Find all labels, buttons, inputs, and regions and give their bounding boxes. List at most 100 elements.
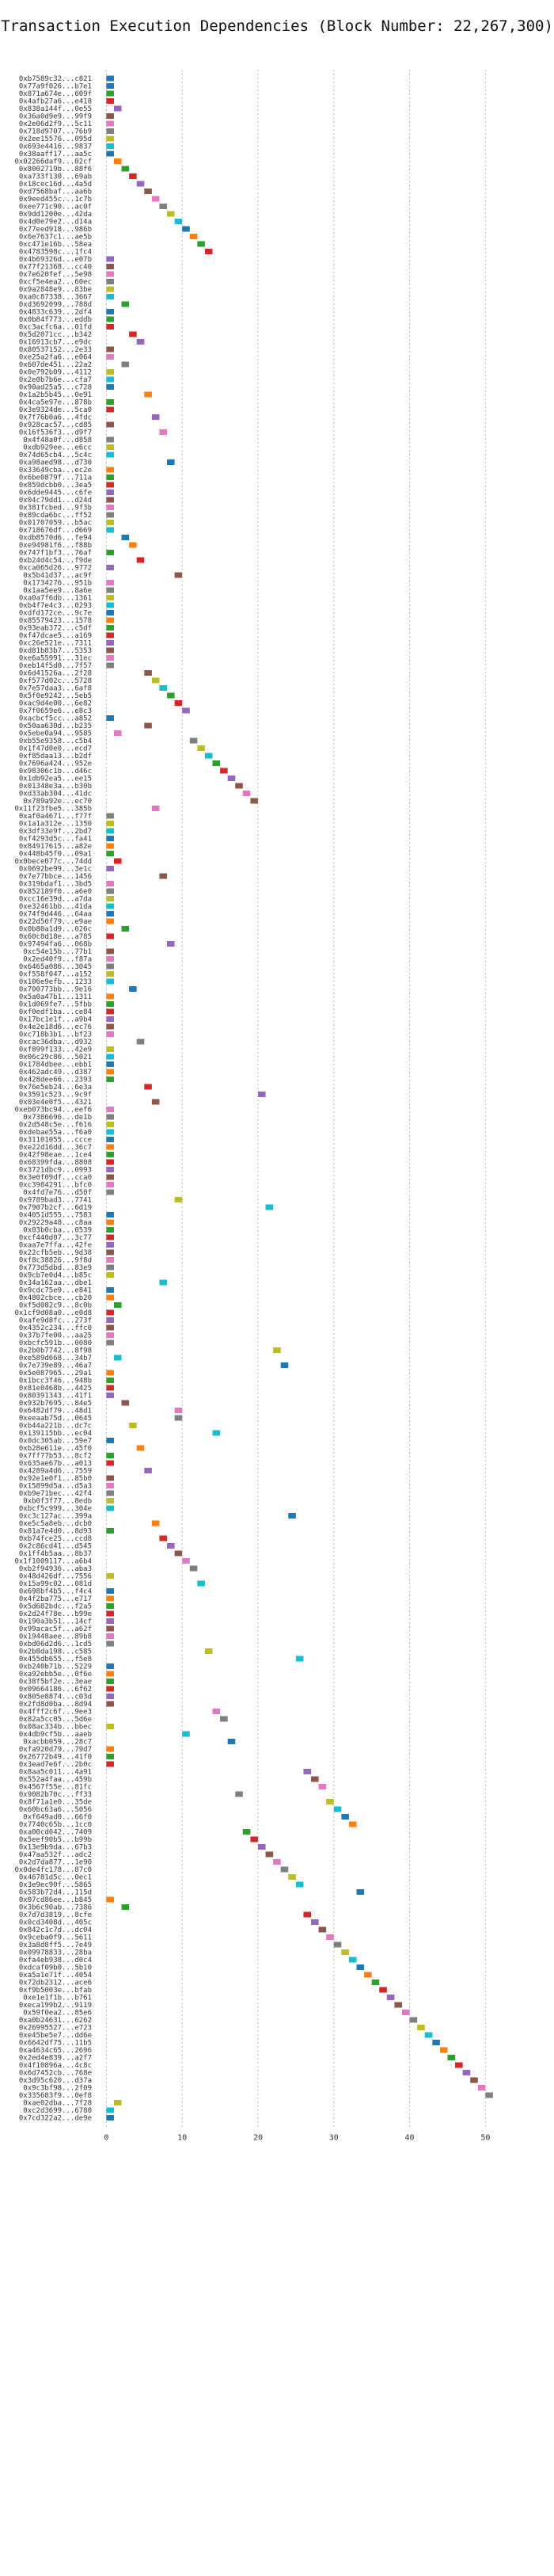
- y-tick-label: 0x5a0a47b1...1311: [19, 993, 92, 1001]
- gantt-bar: [106, 948, 114, 955]
- y-tick-label: 0x42f98eae...1ce4: [19, 1152, 92, 1160]
- y-tick-label: 0x5eef90b5...b99b: [19, 1836, 92, 1844]
- gantt-bar: [106, 421, 114, 428]
- gantt-bar: [106, 1023, 114, 1030]
- gantt-bar: [106, 888, 114, 894]
- gantt-bar: [106, 1219, 114, 1225]
- gantt-bar: [477, 2085, 486, 2090]
- y-tick-label: 0x77eed918...986b: [19, 226, 92, 234]
- y-tick-label: 0xe25a2fa6...e064: [19, 354, 92, 362]
- gantt-bar: [151, 1099, 160, 1105]
- gantt-bar: [106, 1694, 114, 1699]
- gantt-bar: [106, 1679, 114, 1684]
- y-tick-label: 0xa4634c65...2696: [19, 2047, 92, 2055]
- gantt-bar: [462, 2070, 471, 2075]
- gantt-bar: [106, 1122, 114, 1127]
- y-tick-label: 0xc2d3699...6780: [23, 2107, 92, 2115]
- gantt-bar: [106, 1107, 114, 1112]
- gantt-bar: [386, 1995, 395, 2000]
- y-tick-label: 0xee771c90...ac0f: [19, 204, 92, 211]
- y-tick-label: 0x9789bad3...7741: [19, 1197, 92, 1205]
- y-tick-label: 0x97494fa6...068b: [19, 941, 92, 949]
- y-tick-label: 0x7ff77b53...8cf2: [19, 1453, 92, 1461]
- gantt-bar: [106, 662, 114, 669]
- gantt-bar: [212, 1430, 221, 1436]
- y-tick-label: 0x1784dbee...ebb1: [19, 1061, 92, 1069]
- gantt-bar: [106, 1724, 114, 1729]
- gantt-bar: [167, 211, 175, 217]
- gantt-bar: [106, 918, 114, 924]
- y-tick-label: 0x2b0b7742...8f98: [19, 1347, 92, 1355]
- y-tick-label: 0xafe9d8fc...273f: [19, 1317, 92, 1325]
- y-tick-label: 0x47aa532f...adc2: [19, 1851, 92, 1859]
- gantt-bar: [212, 1709, 221, 1714]
- gantt-bar: [129, 331, 137, 337]
- y-tick-label: 0x74f9d446...64aa: [19, 911, 92, 919]
- gantt-bar: [167, 941, 175, 947]
- gantt-bar: [106, 911, 114, 916]
- y-tick-label: 0xc3984291...bfc0: [19, 1182, 92, 1190]
- y-tick-label: 0x48d426df...7556: [19, 1573, 92, 1581]
- y-tick-label: 0x7907b2cf...6d19: [19, 1204, 92, 1212]
- gantt-bar: [106, 294, 114, 299]
- gantt-bar: [106, 1378, 114, 1383]
- gantt-bar: [106, 1309, 114, 1316]
- gantt-bar: [106, 271, 114, 277]
- y-tick-label: 0x448b45f0...09a1: [19, 851, 92, 859]
- gantt-bar: [106, 286, 114, 292]
- gantt-bar: [394, 2002, 402, 2008]
- y-tick-label: 0xe589d668...34b7: [19, 1355, 92, 1362]
- y-tick-label: 0x2b8da198...c585: [19, 1648, 92, 1656]
- y-tick-label: 0xb74fce25...ccd8: [19, 1535, 92, 1543]
- y-tick-label: 0x2ee15576...095d: [19, 135, 92, 143]
- gantt-bar: [280, 1362, 289, 1368]
- y-tick-label: 0x04c79dd1...d24d: [19, 497, 92, 505]
- gantt-bar: [447, 2055, 456, 2060]
- gantt-bar: [129, 173, 137, 179]
- y-tick-label: 0x7cd322a2...de9e: [19, 2115, 92, 2123]
- gantt-bar: [106, 647, 114, 654]
- y-tick-label: 0x3591c523...9c9f: [19, 1092, 92, 1099]
- gantt-bar: [113, 1355, 122, 1361]
- gantt-bar: [136, 1445, 145, 1451]
- y-tick-label: 0xd33ab304...41dc: [19, 791, 92, 798]
- y-tick-label: 0x2d24f78e...b99e: [19, 1610, 92, 1618]
- y-tick-label: 0x16f536f3...d9f7: [19, 429, 92, 437]
- gantt-bar: [106, 881, 114, 886]
- gantt-bar: [189, 1565, 198, 1572]
- gantt-bar: [106, 520, 114, 525]
- y-tick-label: 0x37b7fe00...aa25: [19, 1332, 92, 1340]
- gantt-bar: [106, 1671, 114, 1677]
- gantt-bar: [106, 1287, 114, 1293]
- y-tick-label: 0x9cdc75e9...e841: [19, 1287, 92, 1295]
- gantt-bar: [295, 1881, 304, 1888]
- chart-title: Transaction Execution Dependencies (Bloc…: [1, 17, 553, 35]
- gantt-bar: [220, 768, 228, 774]
- y-tick-label: 0x1ff4b5aa...8b37: [19, 1550, 92, 1558]
- gantt-bar: [159, 429, 168, 435]
- y-tick-label: 0x583b72d4...115d: [19, 1889, 92, 1897]
- gantt-bar: [273, 1859, 281, 1865]
- y-tick-label: 0xa733f130...69ab: [19, 173, 92, 181]
- gantt-bar: [106, 1603, 114, 1609]
- y-tick-label: 0x871a674e...609f: [19, 90, 92, 98]
- gantt-bar: [106, 1633, 114, 1639]
- gantt-bar: [288, 1874, 296, 1880]
- gantt-bar: [144, 391, 152, 398]
- gantt-bar: [106, 1761, 114, 1767]
- gantt-bar: [106, 1610, 114, 1617]
- gantt-bar: [106, 505, 114, 510]
- gantt-bar: [159, 204, 168, 209]
- gantt-bar: [424, 2032, 433, 2038]
- gantt-bar: [106, 1498, 114, 1503]
- gantt-bar: [106, 1595, 114, 1602]
- y-tick-label: 0x7386696...de1b: [23, 1114, 92, 1122]
- gantt-bar: [144, 722, 152, 729]
- gantt-bar: [106, 264, 114, 269]
- gantt-bar: [113, 2100, 122, 2105]
- gantt-bar: [106, 1370, 114, 1376]
- gantt-bar: [106, 1625, 114, 1632]
- y-tick-label: 0x6e7637c1...ae5b: [19, 234, 92, 242]
- gantt-bar: [106, 527, 114, 533]
- y-tick-label: 0xb0f3f77...8edb: [23, 1498, 92, 1506]
